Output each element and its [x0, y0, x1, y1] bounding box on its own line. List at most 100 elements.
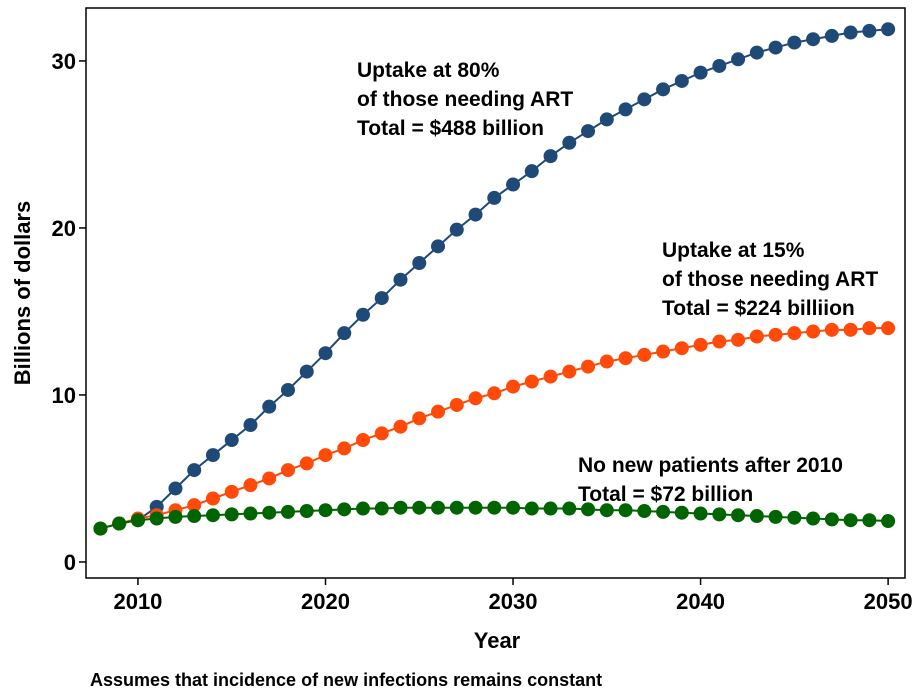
data-point	[674, 505, 689, 520]
data-point	[656, 344, 671, 359]
data-point	[674, 73, 689, 88]
data-point	[337, 502, 352, 517]
data-point	[280, 463, 295, 478]
data-point	[187, 509, 202, 524]
data-point	[299, 456, 314, 471]
data-point	[806, 511, 821, 526]
x-tick-label: 2050	[864, 589, 913, 614]
data-point	[468, 500, 483, 515]
data-point	[506, 379, 521, 394]
data-point	[712, 507, 727, 522]
data-point	[599, 503, 614, 518]
data-point	[205, 508, 220, 523]
data-point	[581, 359, 596, 374]
plot-frame	[85, 7, 906, 579]
data-point	[243, 506, 258, 521]
data-point	[618, 503, 633, 518]
data-point	[637, 92, 652, 107]
data-point	[449, 500, 464, 515]
data-point	[130, 513, 145, 528]
data-point	[787, 510, 802, 525]
data-point	[149, 511, 164, 526]
data-point	[506, 500, 521, 515]
y-axis-label: Billions of dollars	[10, 201, 35, 386]
data-point	[599, 354, 614, 369]
data-point	[768, 40, 783, 55]
data-point	[374, 291, 389, 306]
data-point	[543, 369, 558, 384]
data-point	[449, 222, 464, 237]
data-point	[205, 491, 220, 506]
data-point	[862, 23, 877, 38]
data-point	[562, 135, 577, 150]
data-point	[299, 504, 314, 519]
data-point	[862, 513, 877, 528]
x-tick-label: 2020	[301, 589, 350, 614]
data-point	[881, 22, 896, 37]
data-point	[112, 516, 127, 531]
data-point	[412, 256, 427, 271]
note: Assumes that incidence of new infections…	[90, 670, 602, 690]
data-point	[243, 478, 258, 493]
data-point	[749, 329, 764, 344]
data-point	[562, 364, 577, 379]
data-point	[731, 508, 746, 523]
data-point	[356, 501, 371, 516]
data-point	[318, 448, 333, 463]
y-tick-label: 20	[52, 216, 76, 241]
data-point	[506, 177, 521, 192]
data-point	[824, 322, 839, 337]
data-point	[393, 419, 408, 434]
data-point	[280, 504, 295, 519]
data-point	[168, 509, 183, 524]
data-point	[262, 399, 277, 414]
data-point	[881, 321, 896, 336]
data-point	[262, 471, 277, 486]
x-tick-label: 2030	[489, 589, 538, 614]
data-point	[337, 441, 352, 456]
data-point	[468, 207, 483, 222]
data-point	[374, 501, 389, 516]
data-point	[449, 397, 464, 412]
data-point	[693, 506, 708, 521]
data-point	[562, 501, 577, 516]
data-point	[656, 504, 671, 519]
data-point	[543, 149, 558, 164]
data-point	[356, 307, 371, 322]
data-point	[581, 124, 596, 139]
data-point	[637, 347, 652, 362]
data-point	[299, 364, 314, 379]
data-point	[731, 52, 746, 67]
data-point	[524, 374, 539, 389]
data-point	[280, 382, 295, 397]
data-point	[787, 35, 802, 50]
y-tick-label: 10	[52, 383, 76, 408]
data-point	[187, 463, 202, 478]
data-point	[337, 326, 352, 341]
data-point	[674, 341, 689, 356]
data-point	[487, 386, 502, 401]
data-point	[581, 502, 596, 517]
data-point	[318, 503, 333, 518]
data-point	[543, 501, 558, 516]
x-tick-label: 2040	[676, 589, 725, 614]
data-point	[205, 448, 220, 463]
data-point	[412, 500, 427, 515]
y-tick-label: 0	[64, 550, 76, 575]
data-point	[637, 504, 652, 519]
data-point	[693, 337, 708, 352]
data-point	[431, 404, 446, 419]
data-point	[487, 500, 502, 515]
data-point	[749, 509, 764, 524]
annotation: Total = $488 billion	[357, 117, 544, 140]
data-point	[262, 505, 277, 520]
data-point	[374, 426, 389, 441]
data-point	[806, 324, 821, 339]
data-point	[524, 501, 539, 516]
data-point	[93, 521, 108, 536]
data-point	[693, 65, 708, 80]
data-point	[599, 112, 614, 127]
data-point	[712, 58, 727, 73]
data-point	[243, 418, 258, 433]
data-point	[524, 164, 539, 179]
